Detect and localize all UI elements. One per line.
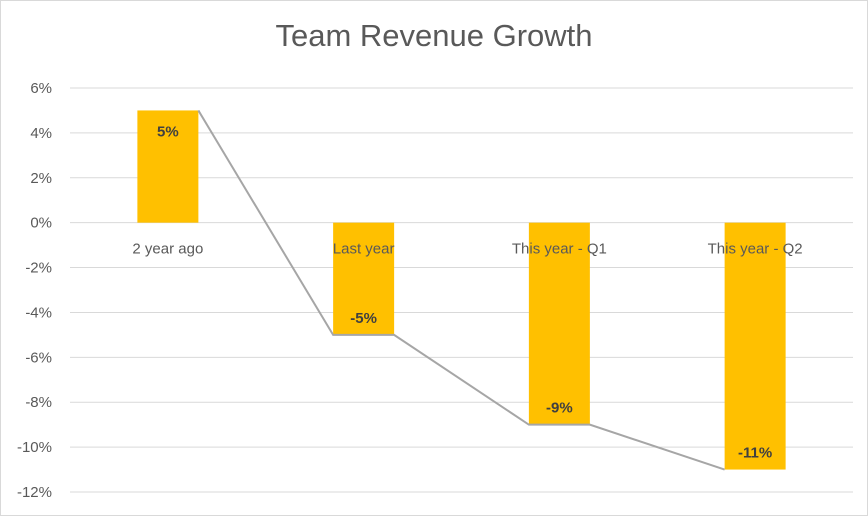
chart-title: Team Revenue Growth <box>275 18 593 53</box>
y-tick-label: -4% <box>25 304 52 321</box>
trend-line <box>197 109 725 471</box>
y-tick-label: -8% <box>25 394 52 411</box>
y-tick-label: 2% <box>30 170 52 187</box>
y-tick-label: 6% <box>30 80 52 97</box>
y-tick-label: -2% <box>25 260 52 277</box>
bar <box>137 110 199 223</box>
category-labels: 2 year ago Last year This year - Q1 This ye… <box>132 241 802 258</box>
bars <box>137 110 786 470</box>
data-label: 5% <box>157 123 179 140</box>
bar <box>724 222 786 470</box>
x-category-label: 2 year ago <box>132 241 203 258</box>
gridlines <box>70 87 853 493</box>
y-tick-label: 0% <box>30 215 52 232</box>
y-tick-label: -6% <box>25 349 52 366</box>
y-tick-label: -12% <box>17 484 52 501</box>
x-category-label: This year - Q1 <box>512 241 607 258</box>
x-category-label: Last year <box>333 241 395 258</box>
bar <box>528 222 590 425</box>
data-label: -5% <box>350 310 377 327</box>
data-label: -11% <box>738 445 772 462</box>
data-label: -9% <box>546 400 573 417</box>
y-tick-label: 4% <box>30 125 52 142</box>
x-category-label: This year - Q2 <box>708 241 803 258</box>
data-labels: 5% -5% -9% -11% <box>157 123 772 461</box>
y-axis-ticks: 6% 4% 2% 0% -2% -4% -6% -8% -10% -12% <box>17 80 52 501</box>
bar <box>333 222 395 335</box>
y-tick-label: -10% <box>17 439 52 456</box>
trend-line-path <box>197 109 725 471</box>
